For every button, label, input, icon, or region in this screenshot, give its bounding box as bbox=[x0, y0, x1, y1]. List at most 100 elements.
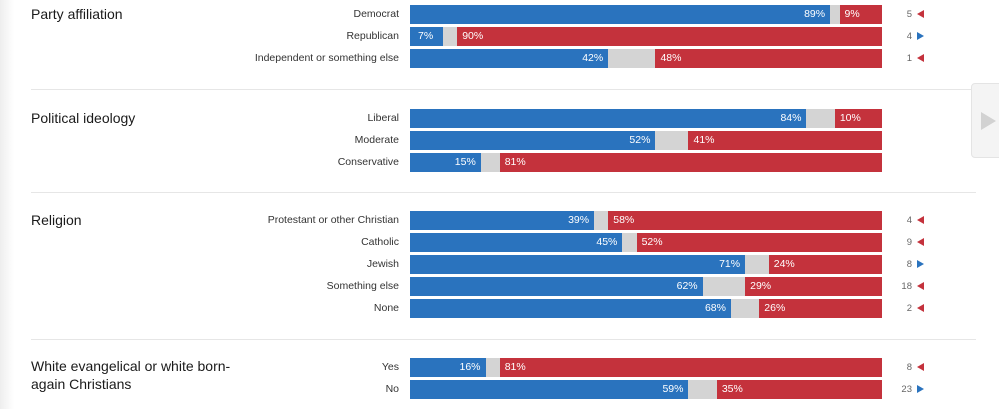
category-label: Democrat bbox=[353, 8, 399, 20]
republican-bar: 24% bbox=[768, 255, 882, 274]
democrat-value-label: 68% bbox=[704, 302, 726, 314]
arrow-left-icon bbox=[917, 10, 924, 18]
category-label: Jewish bbox=[366, 258, 399, 270]
democrat-value-label: 16% bbox=[459, 361, 481, 373]
democrat-value-label: 71% bbox=[719, 258, 741, 270]
republican-value-label: 48% bbox=[660, 52, 682, 64]
bar-row: Jewish 71% 24% 8 bbox=[0, 255, 999, 274]
arrow-right-icon bbox=[917, 32, 924, 40]
stacked-bar: 42% 48% bbox=[410, 49, 882, 68]
republican-bar: 81% bbox=[499, 153, 882, 172]
stacked-bar: 7% 90% bbox=[410, 27, 882, 46]
democrat-value-label: 39% bbox=[568, 214, 590, 226]
democrat-bar: 62% bbox=[410, 277, 703, 296]
bar-row: Yes 16% 81% 8 bbox=[0, 358, 999, 377]
arrow-left-icon bbox=[917, 216, 924, 224]
bar-row: Something else 62% 29% 18 bbox=[0, 277, 999, 296]
category-label: Independent or something else bbox=[254, 52, 399, 64]
stacked-bar: 15% 81% bbox=[410, 153, 882, 172]
democrat-value-label: 42% bbox=[582, 52, 604, 64]
democrat-bar: 59% bbox=[410, 380, 689, 399]
change-value: 23 bbox=[901, 384, 912, 395]
republican-bar: 26% bbox=[759, 299, 882, 318]
category-label: Yes bbox=[381, 361, 399, 373]
bar-row: Republican 7% 90% 4 bbox=[0, 27, 999, 46]
republican-value-label: 29% bbox=[750, 280, 772, 292]
stacked-bar: 39% 58% bbox=[410, 211, 882, 230]
group-title: Party affiliation bbox=[31, 6, 123, 22]
republican-value-label: 81% bbox=[504, 361, 526, 373]
next-panel-button[interactable] bbox=[971, 83, 999, 158]
bar-row: No 59% 35% 23 bbox=[0, 380, 999, 399]
group-title: White evangelical or white born-again Ch… bbox=[31, 358, 231, 392]
group-title: Religion bbox=[31, 212, 82, 228]
category-label: None bbox=[373, 302, 399, 314]
democrat-bar: 68% bbox=[410, 299, 731, 318]
change-value: 2 bbox=[906, 303, 912, 314]
democrat-bar: 45% bbox=[410, 233, 623, 252]
arrow-left-icon bbox=[917, 363, 924, 371]
category-label: Liberal bbox=[367, 112, 399, 124]
stacked-bar: 59% 35% bbox=[410, 380, 882, 399]
category-label: Conservative bbox=[337, 156, 399, 168]
republican-bar: 52% bbox=[636, 233, 882, 252]
bar-row: Protestant or other Christian 39% 58% 4 bbox=[0, 211, 999, 230]
republican-value-label: 52% bbox=[641, 236, 663, 248]
democrat-value-label: 52% bbox=[629, 134, 651, 146]
republican-value-label: 9% bbox=[844, 8, 860, 20]
category-label: Republican bbox=[346, 30, 399, 42]
republican-bar: 48% bbox=[655, 49, 882, 68]
change-value: 18 bbox=[901, 281, 912, 292]
section-divider bbox=[31, 192, 976, 193]
stacked-bar: 52% 41% bbox=[410, 131, 882, 150]
arrow-right-icon bbox=[917, 385, 924, 393]
bar-row: Independent or something else 42% 48% 1 bbox=[0, 49, 999, 68]
category-label: Something else bbox=[326, 280, 399, 292]
arrow-left-icon bbox=[917, 304, 924, 312]
republican-bar: 81% bbox=[499, 358, 882, 377]
democrat-bar: 7% bbox=[410, 27, 444, 46]
stacked-bar: 89% 9% bbox=[410, 5, 882, 24]
democrat-value-label: 7% bbox=[418, 30, 434, 42]
republican-bar: 9% bbox=[839, 5, 882, 24]
republican-bar: 35% bbox=[716, 380, 882, 399]
change-value: 5 bbox=[906, 9, 912, 20]
democrat-value-label: 15% bbox=[454, 156, 476, 168]
category-label: No bbox=[385, 383, 399, 395]
group-title: Political ideology bbox=[31, 110, 136, 126]
democrat-bar: 39% bbox=[410, 211, 595, 230]
stacked-bar: 84% 10% bbox=[410, 109, 882, 128]
change-value: 8 bbox=[906, 259, 912, 270]
democrat-bar: 71% bbox=[410, 255, 746, 274]
category-label: Moderate bbox=[354, 134, 399, 146]
stacked-bar: 68% 26% bbox=[410, 299, 882, 318]
stacked-bar: 16% 81% bbox=[410, 358, 882, 377]
bar-row: Democrat 89% 9% 5 bbox=[0, 5, 999, 24]
bar-row: Conservative 15% 81% bbox=[0, 153, 999, 172]
republican-bar: 41% bbox=[688, 131, 882, 150]
arrow-left-icon bbox=[917, 54, 924, 62]
democrat-value-label: 45% bbox=[596, 236, 618, 248]
bar-row: None 68% 26% 2 bbox=[0, 299, 999, 318]
section-divider bbox=[31, 339, 976, 340]
democrat-value-label: 84% bbox=[780, 112, 802, 124]
stacked-bar: 71% 24% bbox=[410, 255, 882, 274]
republican-value-label: 10% bbox=[839, 112, 861, 124]
republican-value-label: 35% bbox=[721, 383, 743, 395]
democrat-value-label: 59% bbox=[662, 383, 684, 395]
republican-bar: 90% bbox=[457, 27, 882, 46]
democrat-bar: 84% bbox=[410, 109, 807, 128]
change-value: 8 bbox=[906, 362, 912, 373]
republican-value-label: 24% bbox=[773, 258, 795, 270]
democrat-bar: 15% bbox=[410, 153, 481, 172]
stacked-bar: 45% 52% bbox=[410, 233, 882, 252]
arrow-left-icon bbox=[917, 238, 924, 246]
republican-value-label: 90% bbox=[462, 30, 484, 42]
democrat-bar: 42% bbox=[410, 49, 609, 68]
bar-row: Moderate 52% 41% bbox=[0, 131, 999, 150]
change-value: 4 bbox=[906, 215, 912, 226]
democrat-value-label: 89% bbox=[804, 8, 826, 20]
democrat-bar: 16% bbox=[410, 358, 486, 377]
bar-row: Liberal 84% 10% bbox=[0, 109, 999, 128]
chevron-right-icon bbox=[981, 112, 996, 130]
